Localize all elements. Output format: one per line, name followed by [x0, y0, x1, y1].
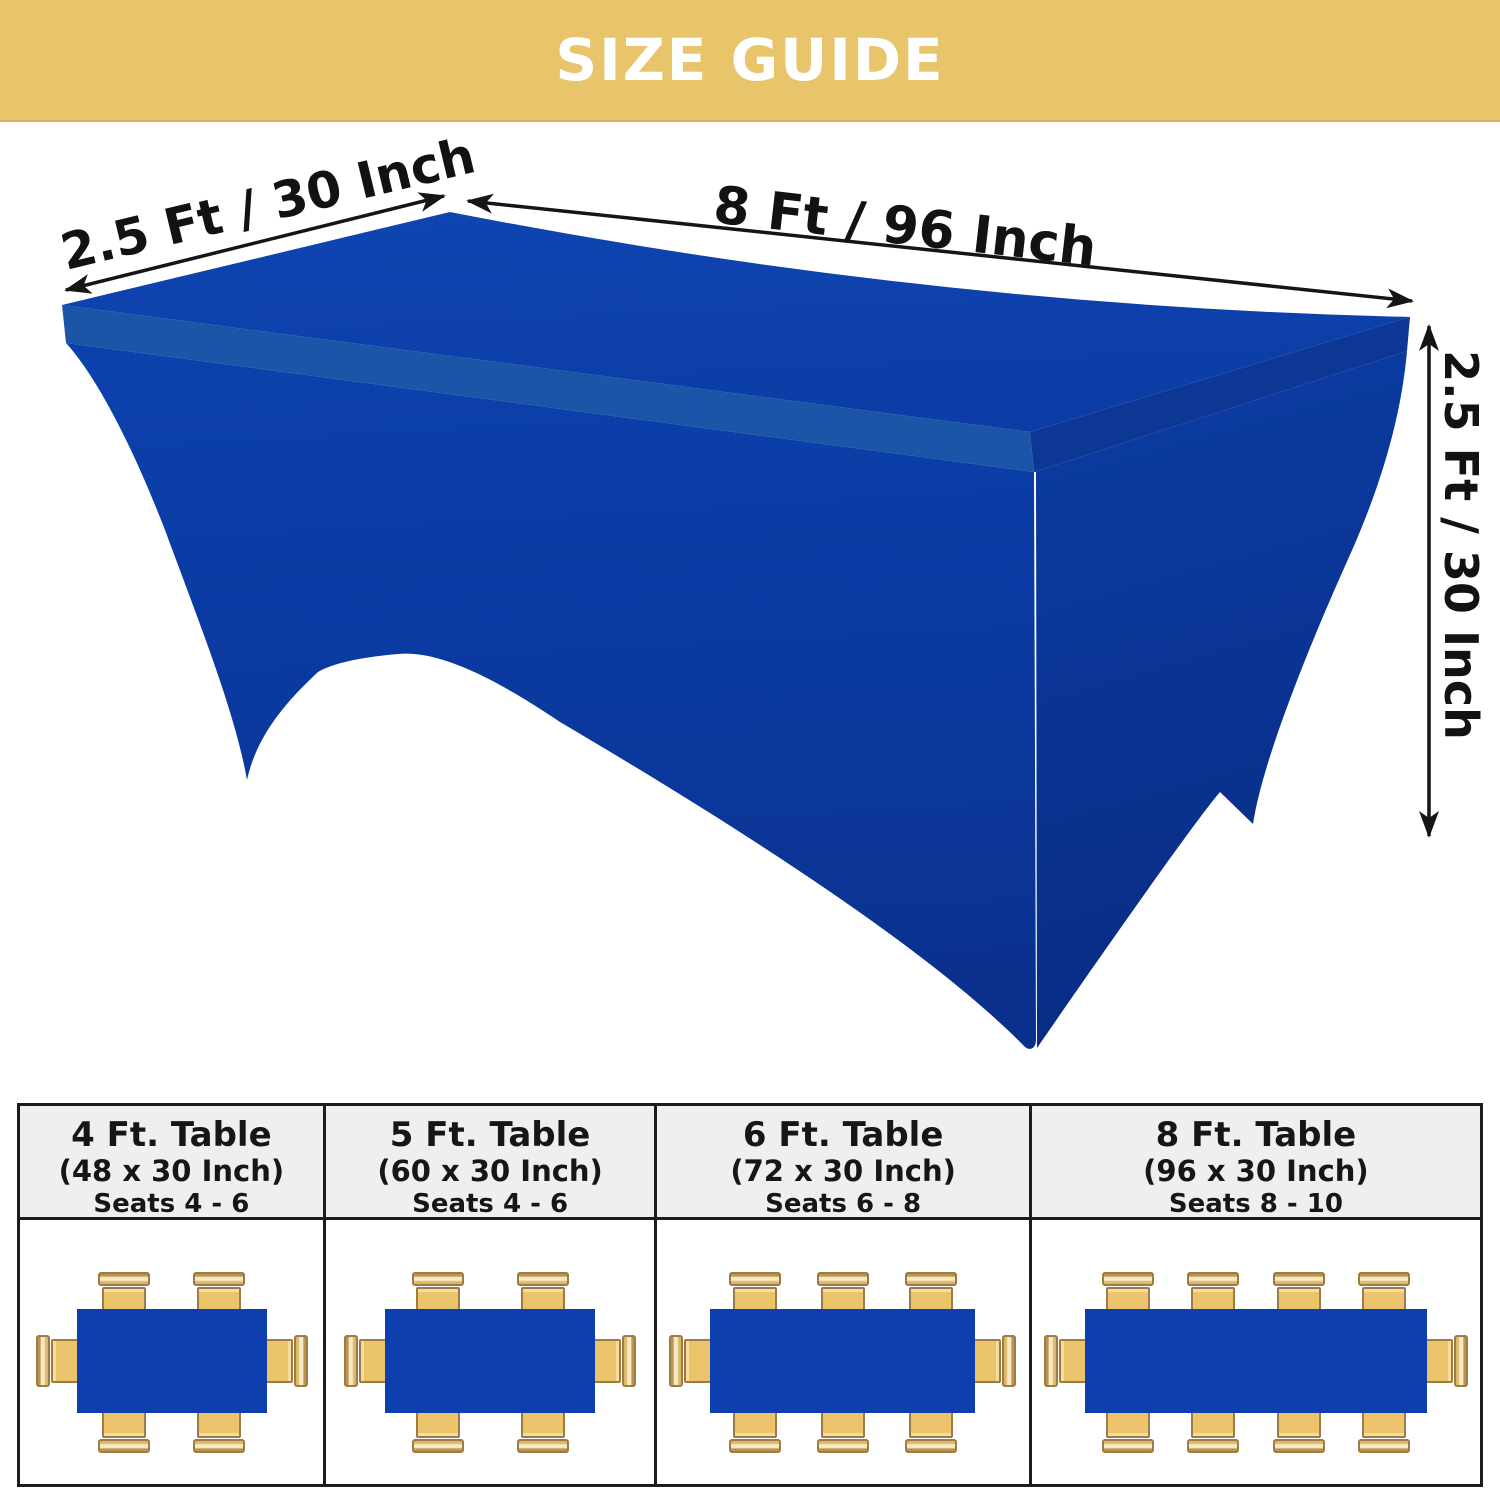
chair-backrest [1002, 1335, 1017, 1387]
tablecloth-illustration [62, 192, 1439, 1049]
tabletop-with-cover [76, 1309, 267, 1413]
chair-backrest [193, 1439, 245, 1453]
chair-icon [588, 1335, 637, 1387]
size-column-8ft: 8 Ft. Table (96 x 30 Inch) Seats 8 - 10 [1028, 1106, 1480, 1484]
table-seating-illustration [657, 1220, 1029, 1484]
size-column-6ft: 6 Ft. Table (72 x 30 Inch) Seats 6 - 8 [654, 1106, 1029, 1484]
chair-backrest [411, 1439, 464, 1453]
width-arrow [64, 192, 446, 294]
size-column-4ft: 4 Ft. Table (48 x 30 Inch) Seats 4 - 6 [20, 1106, 323, 1484]
size-column-5ft: 5 Ft. Table (60 x 30 Inch) Seats 4 - 6 [322, 1106, 655, 1484]
chair-backrest [1101, 1272, 1154, 1286]
chair-backrest [98, 1272, 150, 1286]
cloth-edge-band-right [1030, 317, 1410, 472]
table-seats: Seats 4 - 6 [93, 1189, 250, 1219]
column-header: 5 Ft. Table (60 x 30 Inch) Seats 4 - 6 [325, 1106, 655, 1220]
chair-backrest [98, 1439, 150, 1453]
chair-backrest [193, 1272, 245, 1286]
tablecloth [62, 212, 1410, 1049]
table-dimensions: (60 x 30 Inch) [377, 1154, 603, 1188]
table-seats: Seats 4 - 6 [412, 1189, 569, 1219]
table-size-title: 4 Ft. Table [71, 1115, 272, 1155]
chair-backrest [905, 1272, 958, 1286]
banner: SIZE GUIDE [0, 0, 1500, 122]
chair-icon [259, 1335, 308, 1387]
table-seating-illustration [20, 1220, 323, 1484]
tabletop-with-cover [710, 1309, 976, 1413]
table-dimensions: (48 x 30 Inch) [58, 1154, 285, 1188]
chair-backrest [516, 1439, 569, 1453]
column-header: 8 Ft. Table (96 x 30 Inch) Seats 8 - 10 [1031, 1106, 1480, 1220]
chair-backrest [35, 1335, 50, 1387]
chair-backrest [728, 1439, 781, 1453]
chair-backrest [411, 1272, 464, 1286]
chair-backrest [1043, 1335, 1058, 1387]
chair-icon [968, 1335, 1017, 1387]
tabletop-with-cover [385, 1309, 596, 1413]
cloth-right-face [1034, 351, 1407, 1048]
table-seats: Seats 8 - 10 [1168, 1189, 1343, 1219]
chair-backrest [1272, 1272, 1325, 1286]
column-header: 6 Ft. Table (72 x 30 Inch) Seats 6 - 8 [657, 1106, 1029, 1220]
table-seating-illustration [325, 1220, 655, 1484]
chair-backrest [344, 1335, 359, 1387]
table-size-title: 6 Ft. Table [742, 1115, 944, 1155]
chair-backrest [622, 1335, 637, 1387]
table-dimensions: (72 x 30 Inch) [730, 1154, 956, 1188]
table-seating-illustration [1031, 1220, 1480, 1484]
table-size-title: 8 Ft. Table [1155, 1115, 1357, 1155]
banner-title: SIZE GUIDE [555, 26, 945, 94]
size-comparison-table: 4 Ft. Table (48 x 30 Inch) Seats 4 - 6 5… [17, 1103, 1483, 1487]
chair-backrest [1187, 1439, 1240, 1453]
chair-backrest [1358, 1272, 1411, 1286]
length-arrow [466, 193, 1414, 309]
chair-backrest [1101, 1439, 1154, 1453]
chair-backrest [516, 1272, 569, 1286]
chair-backrest [1358, 1439, 1411, 1453]
chair-backrest [905, 1439, 958, 1453]
height-dimension-label: 2.5 Ft / 30 Inch [1434, 350, 1488, 740]
chair-backrest [1272, 1439, 1325, 1453]
tabletop-with-cover [1084, 1309, 1427, 1413]
chair-backrest [1453, 1335, 1468, 1387]
column-header: 4 Ft. Table (48 x 30 Inch) Seats 4 - 6 [20, 1106, 323, 1220]
chair-backrest [728, 1272, 781, 1286]
tablecloth-diagram: 2.5 Ft / 30 Inch 8 Ft / 96 Inch 2.5 Ft /… [55, 126, 1488, 1049]
chair-backrest [669, 1335, 684, 1387]
chair-backrest [1187, 1272, 1240, 1286]
table-size-title: 5 Ft. Table [389, 1115, 591, 1155]
cloth-front-face [66, 343, 1036, 1049]
table-seats: Seats 6 - 8 [765, 1189, 922, 1219]
dimension-arrows [64, 192, 1439, 838]
chair-icon [1419, 1335, 1468, 1387]
table-dimensions: (96 x 30 Inch) [1143, 1154, 1369, 1188]
chair-backrest [293, 1335, 308, 1387]
cloth-edge-band-left [62, 305, 1034, 472]
chair-backrest [816, 1439, 869, 1453]
chair-backrest [816, 1272, 869, 1286]
